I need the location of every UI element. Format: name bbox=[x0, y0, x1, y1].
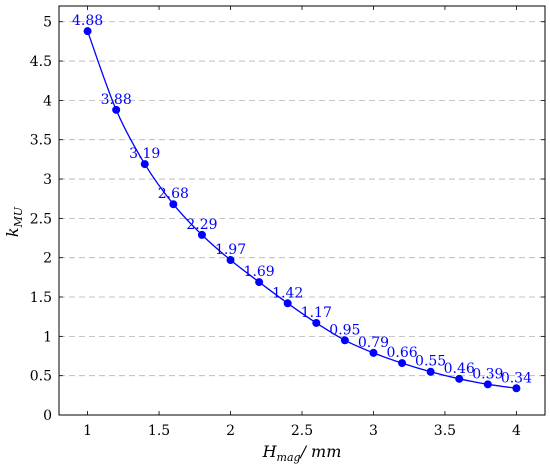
data-labels: 4.88 3.88 3.19 2.68 2.29 1.97 1.69 1.42 1.170.95… bbox=[72, 13, 532, 386]
data-point bbox=[398, 359, 407, 368]
data-label: 1.97 bbox=[215, 242, 246, 258]
y-tick-label: 2.5 bbox=[30, 211, 52, 227]
y-tick-label: 4 bbox=[43, 93, 52, 109]
y-tick-label: 3 bbox=[43, 172, 52, 188]
data-point bbox=[426, 367, 435, 376]
y-tick-label: 0.5 bbox=[30, 369, 52, 385]
x-axis-title: Hmag/ mm bbox=[262, 442, 342, 464]
data-point bbox=[255, 278, 264, 287]
data-label: 0.66 bbox=[386, 345, 417, 361]
data-point bbox=[455, 374, 464, 383]
y-tick-label: 0 bbox=[43, 408, 52, 424]
grid-lines bbox=[59, 21, 545, 416]
data-point bbox=[169, 200, 178, 209]
y-tick-label: 1.5 bbox=[30, 290, 52, 306]
data-point bbox=[483, 380, 492, 389]
data-points bbox=[83, 27, 521, 393]
data-label: 0.34 bbox=[501, 370, 532, 386]
data-point bbox=[197, 230, 206, 239]
series-line bbox=[86, 30, 517, 389]
data-label: 0.55 bbox=[415, 354, 446, 370]
data-label: 3.88 bbox=[101, 92, 132, 108]
data-label: 1.69 bbox=[244, 264, 275, 280]
y-tick-label: 3.5 bbox=[30, 133, 52, 149]
axis-ticks: 0 0.5 1 1.5 2 2.5 3 3.5 4 4.5 5 1 1.5 2 2.5 3 3.5 4 bbox=[30, 6, 545, 439]
data-label: 0.46 bbox=[444, 361, 475, 377]
data-label: 0.95 bbox=[329, 322, 360, 338]
data-point bbox=[312, 318, 321, 327]
y-axis-title: kMU bbox=[3, 206, 25, 237]
data-label: 0.79 bbox=[358, 335, 389, 351]
x-tick-label: 3 bbox=[369, 423, 378, 439]
data-point bbox=[226, 256, 235, 265]
x-tick-label: 1 bbox=[83, 423, 92, 439]
y-tick-label: 5 bbox=[43, 15, 52, 31]
data-point bbox=[140, 160, 149, 169]
data-point bbox=[369, 348, 378, 357]
data-point bbox=[512, 384, 521, 393]
data-point bbox=[283, 299, 292, 308]
data-point bbox=[112, 105, 121, 114]
data-point bbox=[83, 27, 92, 36]
x-tick-label: 4 bbox=[512, 423, 521, 439]
x-tick-label: 1.5 bbox=[148, 423, 170, 439]
data-label: 2.68 bbox=[158, 186, 189, 202]
x-tick-label: 2.5 bbox=[291, 423, 313, 439]
data-label: 2.29 bbox=[186, 217, 217, 233]
data-label: 1.17 bbox=[301, 305, 332, 321]
x-tick-label: 3.5 bbox=[434, 423, 456, 439]
x-tick-label: 2 bbox=[226, 423, 235, 439]
data-label: 0.39 bbox=[472, 366, 503, 382]
data-label: 3.19 bbox=[129, 146, 160, 162]
y-tick-label: 2 bbox=[43, 251, 52, 267]
y-tick-label: 1 bbox=[43, 329, 52, 345]
data-point bbox=[340, 336, 349, 345]
plot-frame bbox=[58, 5, 546, 416]
data-label: 1.42 bbox=[272, 285, 303, 301]
data-label: 4.88 bbox=[72, 13, 103, 29]
y-tick-label: 4.5 bbox=[30, 54, 52, 70]
